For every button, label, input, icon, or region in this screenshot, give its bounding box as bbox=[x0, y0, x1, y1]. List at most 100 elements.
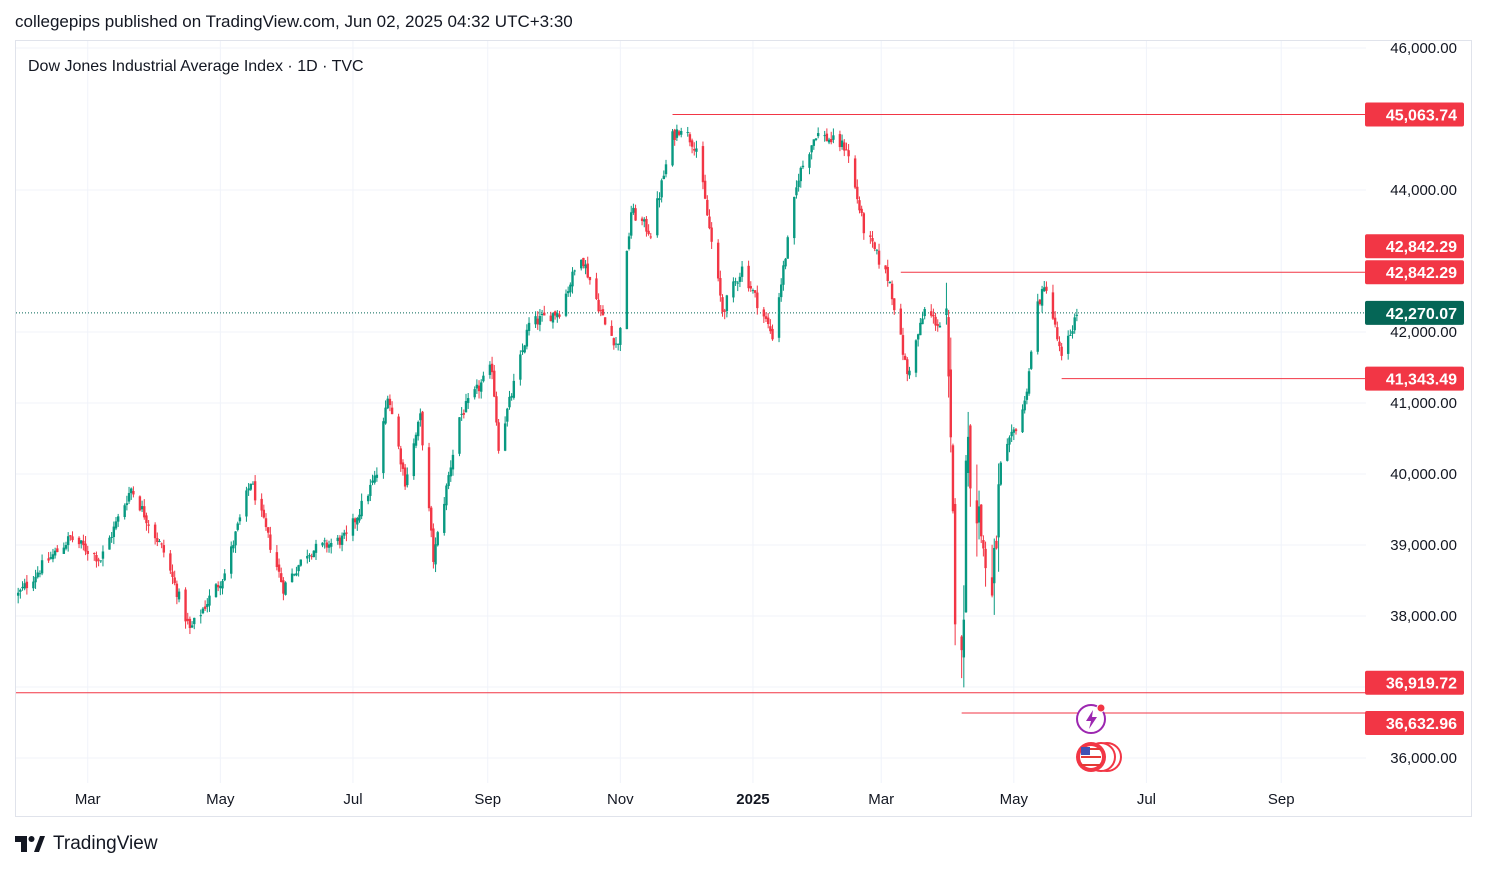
candle bbox=[327, 540, 331, 553]
candle bbox=[675, 124, 679, 141]
candle bbox=[886, 259, 889, 287]
tradingview-logo[interactable]: TradingView bbox=[15, 833, 158, 855]
candle bbox=[36, 566, 39, 579]
candle bbox=[1040, 285, 1044, 313]
x-tick-label: May bbox=[206, 791, 235, 808]
candle bbox=[147, 520, 150, 534]
y-tick-label: 46,000.00 bbox=[1390, 41, 1457, 57]
candle bbox=[1066, 330, 1070, 360]
candle bbox=[660, 178, 663, 203]
candle bbox=[612, 337, 616, 350]
candle bbox=[930, 304, 933, 318]
candle bbox=[780, 278, 783, 302]
candle bbox=[95, 551, 98, 568]
candle bbox=[658, 192, 661, 208]
candle bbox=[116, 513, 120, 527]
candle bbox=[436, 530, 439, 547]
candle bbox=[736, 280, 739, 292]
chart-pane[interactable]: 46,000.00 44,000.00 42,000.00 41,000.00 40,0… bbox=[15, 40, 1472, 817]
y-tick-label: 42,000.00 bbox=[1390, 324, 1457, 341]
candle bbox=[671, 128, 674, 167]
candle bbox=[723, 308, 726, 320]
candle bbox=[1006, 438, 1009, 462]
candle bbox=[534, 311, 537, 328]
axes: 46,000.00 44,000.00 42,000.00 41,000.00 40,0… bbox=[75, 41, 1464, 808]
candle bbox=[169, 550, 172, 574]
candle bbox=[1030, 350, 1033, 371]
candle bbox=[416, 420, 420, 441]
candle bbox=[156, 532, 159, 547]
candle bbox=[282, 577, 285, 601]
candle bbox=[208, 589, 211, 612]
candle bbox=[251, 481, 255, 485]
lightning-event-icon[interactable] bbox=[1076, 703, 1106, 734]
candle bbox=[32, 575, 35, 592]
candle bbox=[269, 526, 272, 553]
candle bbox=[582, 257, 585, 269]
svg-text:36,919.72: 36,919.72 bbox=[1386, 676, 1457, 693]
candle bbox=[693, 142, 696, 156]
candle bbox=[466, 393, 470, 409]
candle bbox=[401, 459, 405, 476]
candle bbox=[634, 204, 637, 221]
candle bbox=[945, 282, 948, 325]
candle bbox=[527, 317, 531, 336]
price-label: 42,842.29 bbox=[1365, 260, 1464, 285]
candle bbox=[214, 583, 218, 598]
price-label-extra: 42,842.29 bbox=[1365, 234, 1464, 259]
x-tick-label: Jul bbox=[1137, 791, 1156, 808]
x-tick-label: Sep bbox=[1268, 791, 1295, 808]
candle bbox=[419, 408, 422, 427]
candle bbox=[1053, 311, 1057, 328]
candle bbox=[951, 443, 955, 514]
candle bbox=[566, 286, 570, 297]
candle bbox=[932, 308, 935, 324]
candle bbox=[497, 418, 500, 454]
candle bbox=[525, 324, 529, 350]
candle bbox=[843, 139, 846, 157]
candle bbox=[84, 535, 87, 556]
candle bbox=[138, 495, 142, 512]
candle bbox=[66, 532, 70, 552]
candle bbox=[871, 231, 874, 248]
candle bbox=[99, 560, 102, 563]
candle bbox=[114, 517, 118, 531]
candle bbox=[366, 494, 370, 505]
candle bbox=[771, 324, 774, 341]
candle bbox=[769, 319, 772, 334]
candle bbox=[93, 552, 96, 561]
candle bbox=[953, 498, 957, 646]
candle bbox=[997, 463, 1000, 572]
candle bbox=[734, 277, 737, 286]
price-label: 45,063.74 bbox=[1365, 102, 1464, 127]
candle bbox=[1012, 427, 1016, 441]
candle bbox=[51, 548, 55, 563]
candle bbox=[199, 609, 202, 624]
candle bbox=[540, 309, 544, 322]
candle bbox=[738, 272, 742, 288]
candle bbox=[325, 539, 329, 553]
candle bbox=[290, 568, 294, 583]
candle bbox=[1025, 388, 1029, 405]
candle bbox=[549, 311, 552, 322]
candle bbox=[934, 312, 937, 331]
chart-title: Dow Jones Industrial Average Index · 1D … bbox=[28, 58, 364, 75]
candle bbox=[777, 292, 781, 343]
candle bbox=[488, 361, 492, 379]
candlestick-chart[interactable]: 46,000.00 44,000.00 42,000.00 41,000.00 40,0… bbox=[16, 41, 1473, 818]
candle bbox=[266, 526, 270, 538]
candle bbox=[508, 390, 511, 410]
svg-text:45,063.74: 45,063.74 bbox=[1386, 107, 1457, 124]
candle bbox=[756, 285, 759, 315]
candle bbox=[625, 250, 629, 330]
candle bbox=[153, 522, 157, 545]
candle bbox=[464, 393, 468, 413]
candle bbox=[112, 521, 116, 545]
candle bbox=[495, 391, 498, 426]
candle bbox=[56, 545, 59, 553]
candle bbox=[312, 550, 316, 558]
us-flag-event-icon[interactable] bbox=[1076, 742, 1122, 772]
candle bbox=[403, 464, 407, 490]
candle bbox=[232, 540, 235, 553]
candle bbox=[399, 445, 402, 472]
